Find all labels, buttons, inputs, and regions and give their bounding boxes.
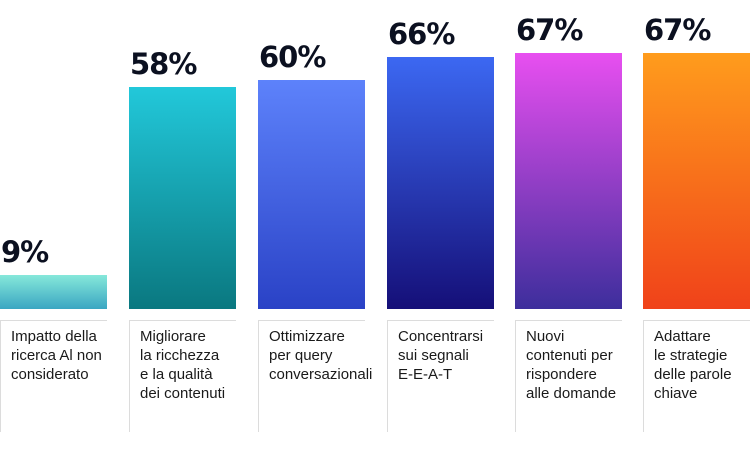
- bar: [387, 56, 494, 309]
- category-label: Adattare le strategie delle parole chiav…: [643, 320, 750, 432]
- data-label: 9%: [1, 234, 49, 269]
- category-label: Impatto della ricerca Al non considerato: [0, 320, 107, 432]
- category-label: Nuovi contenuti per rispondere alle doma…: [515, 320, 622, 432]
- data-label: 60%: [259, 39, 326, 74]
- bar: [0, 274, 107, 309]
- bar: [129, 87, 236, 309]
- bar: [258, 79, 365, 309]
- category-label: Concentrarsi sui segnali E-E-A-T: [387, 320, 494, 432]
- category-label: Migliorare la ricchezza e la qualità dei…: [129, 320, 236, 432]
- bar: [515, 53, 622, 309]
- bar: [643, 53, 750, 309]
- category-label: Ottimizzare per query conversazionali: [258, 320, 372, 432]
- data-label: 67%: [644, 13, 711, 47]
- data-label: 67%: [516, 13, 583, 47]
- data-label: 58%: [130, 47, 197, 82]
- data-label: 66%: [388, 16, 455, 51]
